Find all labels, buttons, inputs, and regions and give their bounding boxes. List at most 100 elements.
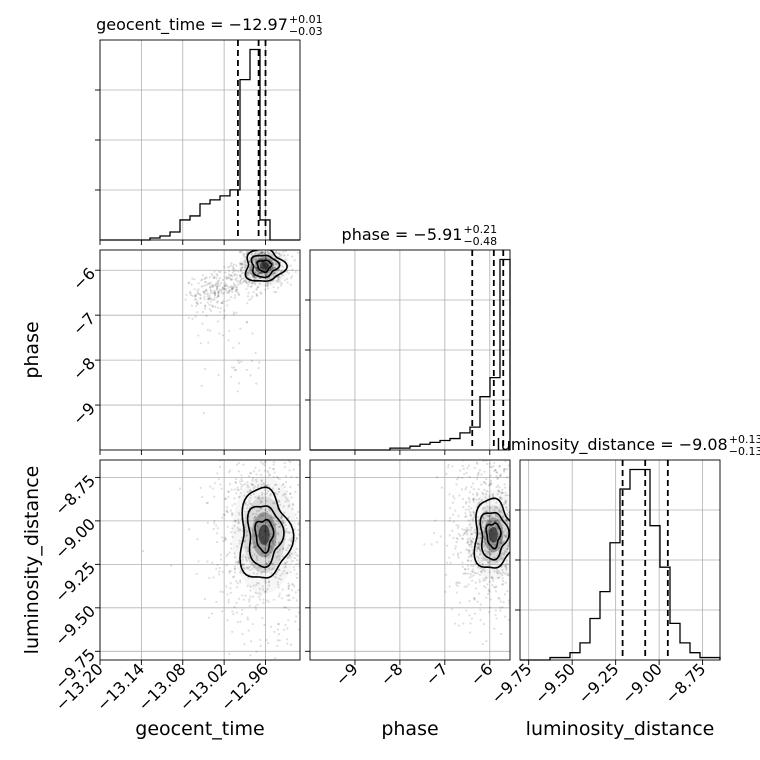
sample-point (507, 618, 510, 622)
sample-point (266, 588, 269, 591)
sample-point (221, 334, 225, 337)
sample-point (296, 522, 300, 525)
sample-point (485, 455, 487, 457)
sample-point (235, 286, 238, 289)
sample-point (476, 474, 479, 477)
sample-point (204, 304, 207, 307)
sample-point (223, 309, 226, 312)
sample-point (517, 510, 519, 512)
sample-point (484, 493, 488, 496)
sample-point (513, 486, 515, 488)
sample-point (287, 531, 290, 534)
sample-point (233, 524, 236, 527)
sample-point (296, 510, 300, 514)
sample-point (465, 529, 468, 532)
sample-point (513, 535, 515, 537)
sample-point (505, 550, 509, 553)
sample-point (213, 292, 217, 295)
sample-point (452, 520, 455, 523)
sample-point (284, 562, 287, 566)
sample-point (491, 494, 494, 497)
sample-point (212, 527, 215, 531)
sample-point (488, 610, 491, 614)
sample-point (477, 471, 480, 474)
sample-point (267, 483, 270, 487)
sample-point (283, 465, 286, 469)
sample-point (234, 477, 238, 481)
sample-point (485, 510, 488, 513)
sample-point (241, 563, 244, 566)
sample-point (251, 562, 254, 565)
sample-point (236, 620, 239, 624)
sample-point (488, 564, 491, 567)
sample-point (287, 586, 290, 589)
sample-point (505, 476, 508, 479)
sample-point (232, 269, 235, 273)
sample-point (224, 276, 227, 279)
sample-point (255, 650, 258, 653)
sample-point (227, 490, 230, 494)
sample-point (284, 250, 287, 253)
sample-point (233, 366, 236, 369)
sample-point (499, 496, 502, 499)
sample-point (213, 276, 216, 279)
sample-point (241, 456, 243, 458)
sample-point (256, 285, 259, 289)
sample-point (237, 270, 240, 273)
sample-point (208, 307, 211, 311)
sample-point (446, 561, 449, 564)
sample-point (234, 278, 237, 281)
sample-point (254, 260, 257, 263)
sample-point (236, 526, 239, 530)
sample-point (236, 291, 239, 294)
sample-point (261, 616, 264, 620)
sample-point (473, 531, 476, 534)
sample-point (246, 503, 250, 507)
sample-point (470, 554, 473, 557)
sample-point (285, 561, 288, 564)
sample-point (493, 627, 496, 630)
sample-point (483, 567, 486, 571)
sample-point (210, 304, 213, 307)
sample-point (503, 468, 506, 471)
sample-point (517, 563, 519, 565)
sample-point (461, 565, 464, 568)
sample-point (247, 280, 251, 283)
sample-point (210, 612, 214, 615)
sample-point (224, 271, 227, 274)
sample-point (276, 276, 279, 279)
sample-point (268, 251, 271, 254)
sample-point (193, 295, 197, 298)
sample-point (249, 266, 252, 269)
sample-point (263, 251, 266, 254)
sample-point (262, 512, 265, 515)
sample-point (271, 266, 274, 270)
sample-point (468, 614, 471, 617)
sample-point (474, 528, 477, 531)
sample-point (264, 255, 268, 259)
sample-point (234, 290, 237, 293)
sample-point (275, 251, 278, 254)
sample-point (207, 616, 211, 619)
sample-point (256, 270, 259, 273)
sample-point (277, 268, 280, 271)
x-tick-label: −9.50 (531, 659, 579, 707)
sample-point (498, 558, 501, 561)
sample-point (471, 540, 474, 544)
sample-point (255, 258, 258, 261)
sample-point (271, 487, 275, 490)
sample-point (482, 516, 485, 519)
sample-point (473, 598, 476, 601)
sample-point (295, 559, 299, 562)
sample-point (471, 518, 474, 521)
sample-point (244, 503, 247, 506)
sample-point (287, 451, 289, 453)
sample-point (248, 502, 251, 505)
sample-point (504, 535, 507, 538)
sample-point (255, 382, 258, 385)
sample-point (248, 280, 252, 284)
sample-point (287, 619, 290, 622)
sample-point (484, 520, 487, 523)
sample-point (281, 572, 284, 575)
sample-point (273, 501, 276, 504)
